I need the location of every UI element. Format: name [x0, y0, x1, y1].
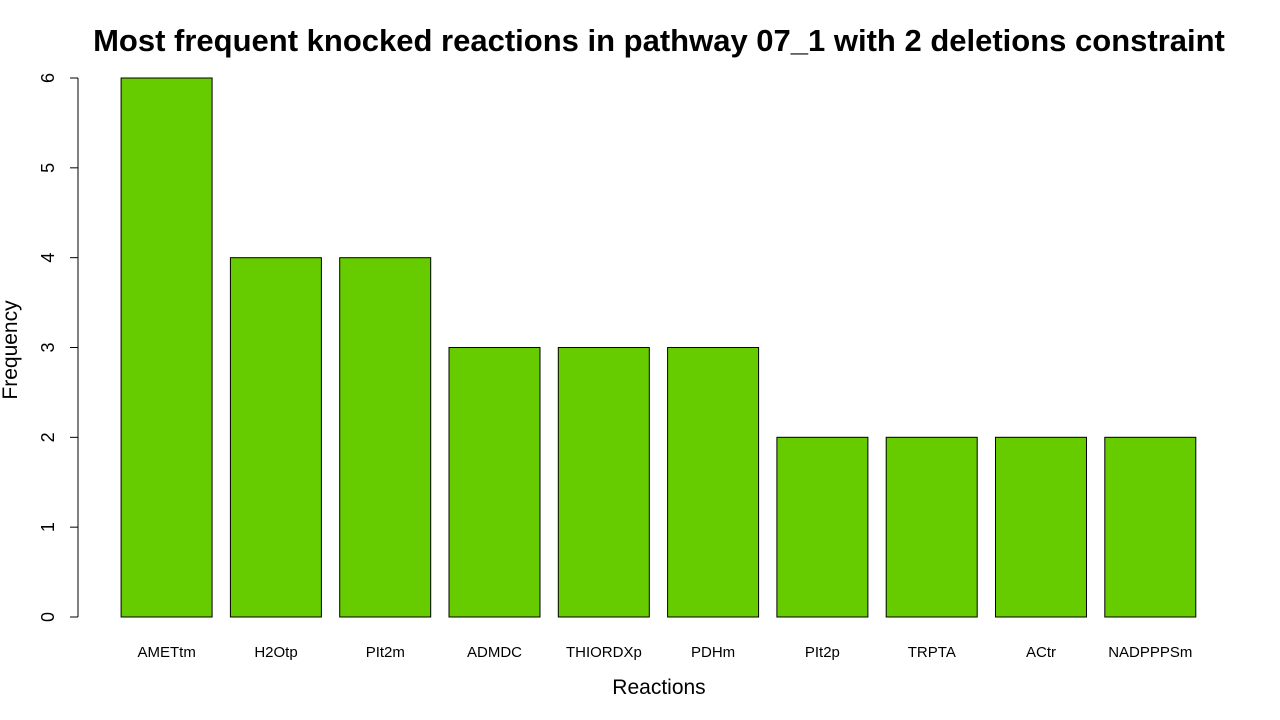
y-tick-label: 2 — [38, 432, 58, 442]
chart-title: Most frequent knocked reactions in pathw… — [93, 23, 1225, 58]
y-tick-label: 1 — [38, 522, 58, 532]
category-label: AMETtm — [138, 644, 196, 661]
category-label: PDHm — [691, 644, 735, 661]
category-label: ADMDC — [467, 644, 522, 661]
category-label: THIORDXp — [566, 644, 642, 661]
bar-amettm — [120, 77, 213, 618]
y-tick-label: 4 — [38, 253, 58, 263]
category-label: PIt2m — [366, 644, 405, 661]
y-tick-label: 0 — [38, 612, 58, 622]
category-label: PIt2p — [805, 644, 840, 661]
y-tick-label: 3 — [38, 342, 58, 352]
y-tick-label: 6 — [38, 73, 58, 83]
category-label: NADPPPSm — [1108, 644, 1192, 661]
x-axis-label: Reactions — [612, 676, 705, 699]
bar-h2otp — [229, 257, 322, 618]
bar-trpta — [885, 436, 978, 618]
bar-pit2m — [339, 257, 432, 618]
bar-thiordxp — [557, 347, 650, 618]
y-axis-label: Frequency — [0, 300, 22, 400]
category-label: TRPTA — [908, 644, 956, 661]
bar-pit2p — [776, 436, 869, 618]
y-axis: 0 1 2 3 4 5 6 — [38, 73, 79, 622]
bars — [120, 77, 1197, 618]
category-label: ACtr — [1026, 644, 1056, 661]
category-labels: AMETtm H2Otp PIt2m ADMDC THIORDXp PDHm PIt2p TR… — [138, 644, 1193, 661]
bar-admdc — [448, 347, 541, 618]
bar-actr — [995, 436, 1087, 618]
category-label: H2Otp — [254, 644, 297, 661]
y-tick-label: 5 — [38, 163, 58, 173]
bar-nadpppsm — [1104, 436, 1197, 618]
bar-pdhm — [667, 347, 760, 618]
